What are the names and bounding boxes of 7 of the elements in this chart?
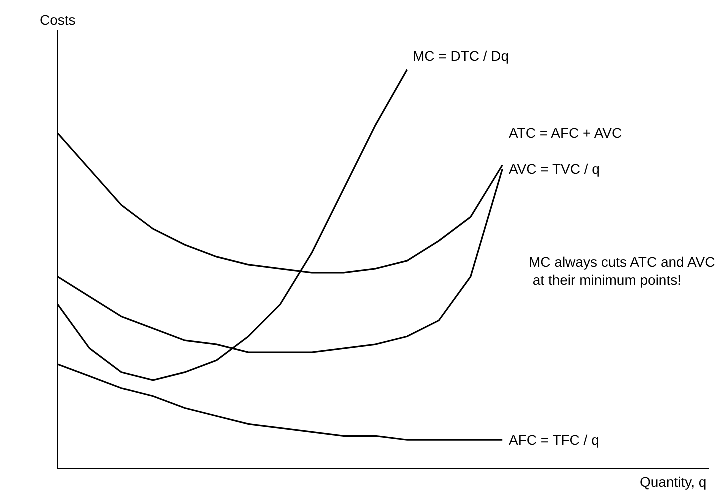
series-label: ATC = AFC + AVC [509,125,622,141]
annotation: MC always cuts ATC and AVC at their minimum points! [529,254,716,288]
series-label: AVC = TVC / q [509,161,600,177]
series-label: MC = DTC / Dq [413,48,510,64]
y-axis-title: Costs [40,12,76,28]
x-axis-title: Quantity, q [640,474,707,490]
series-label: AFC = TFC / q [509,432,600,448]
